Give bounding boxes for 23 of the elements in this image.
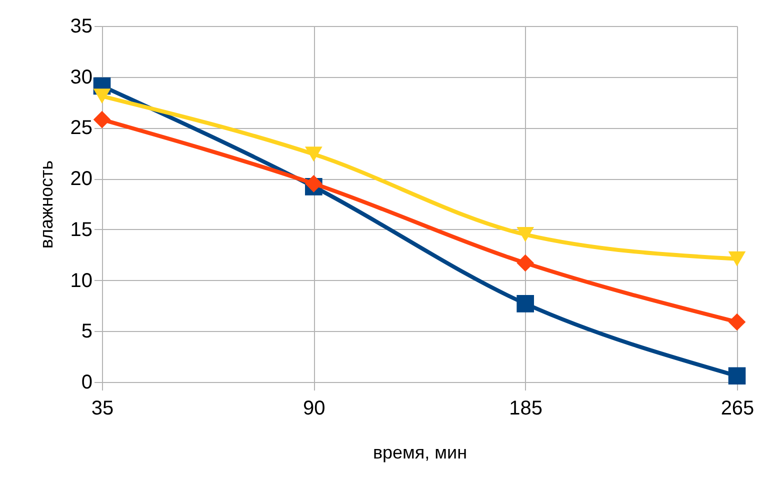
point xyxy=(516,227,534,242)
point xyxy=(516,295,534,312)
y-tick-label: 0 xyxy=(81,372,92,394)
x-tick-label: 265 xyxy=(720,398,754,420)
point xyxy=(516,254,534,272)
point xyxy=(93,88,111,104)
point xyxy=(305,146,322,162)
x-tick-label: 90 xyxy=(303,398,326,420)
x-axis-title: время, мин xyxy=(372,442,468,462)
y-tick-label: 30 xyxy=(70,66,92,88)
y-tick-label: 5 xyxy=(81,320,92,343)
point xyxy=(305,174,322,192)
y-tick-label: 20 xyxy=(70,168,92,190)
y-axis-title: влажность xyxy=(36,160,56,249)
y-tick-label: 15 xyxy=(70,218,92,241)
y-tick-label: 35 xyxy=(70,16,92,38)
y-tick-label: 10 xyxy=(70,270,92,292)
point xyxy=(93,110,111,128)
point xyxy=(728,313,746,331)
x-tick-label: 185 xyxy=(509,398,543,420)
point xyxy=(728,367,746,385)
point xyxy=(728,251,746,266)
y-tick-label: 25 xyxy=(70,117,92,140)
